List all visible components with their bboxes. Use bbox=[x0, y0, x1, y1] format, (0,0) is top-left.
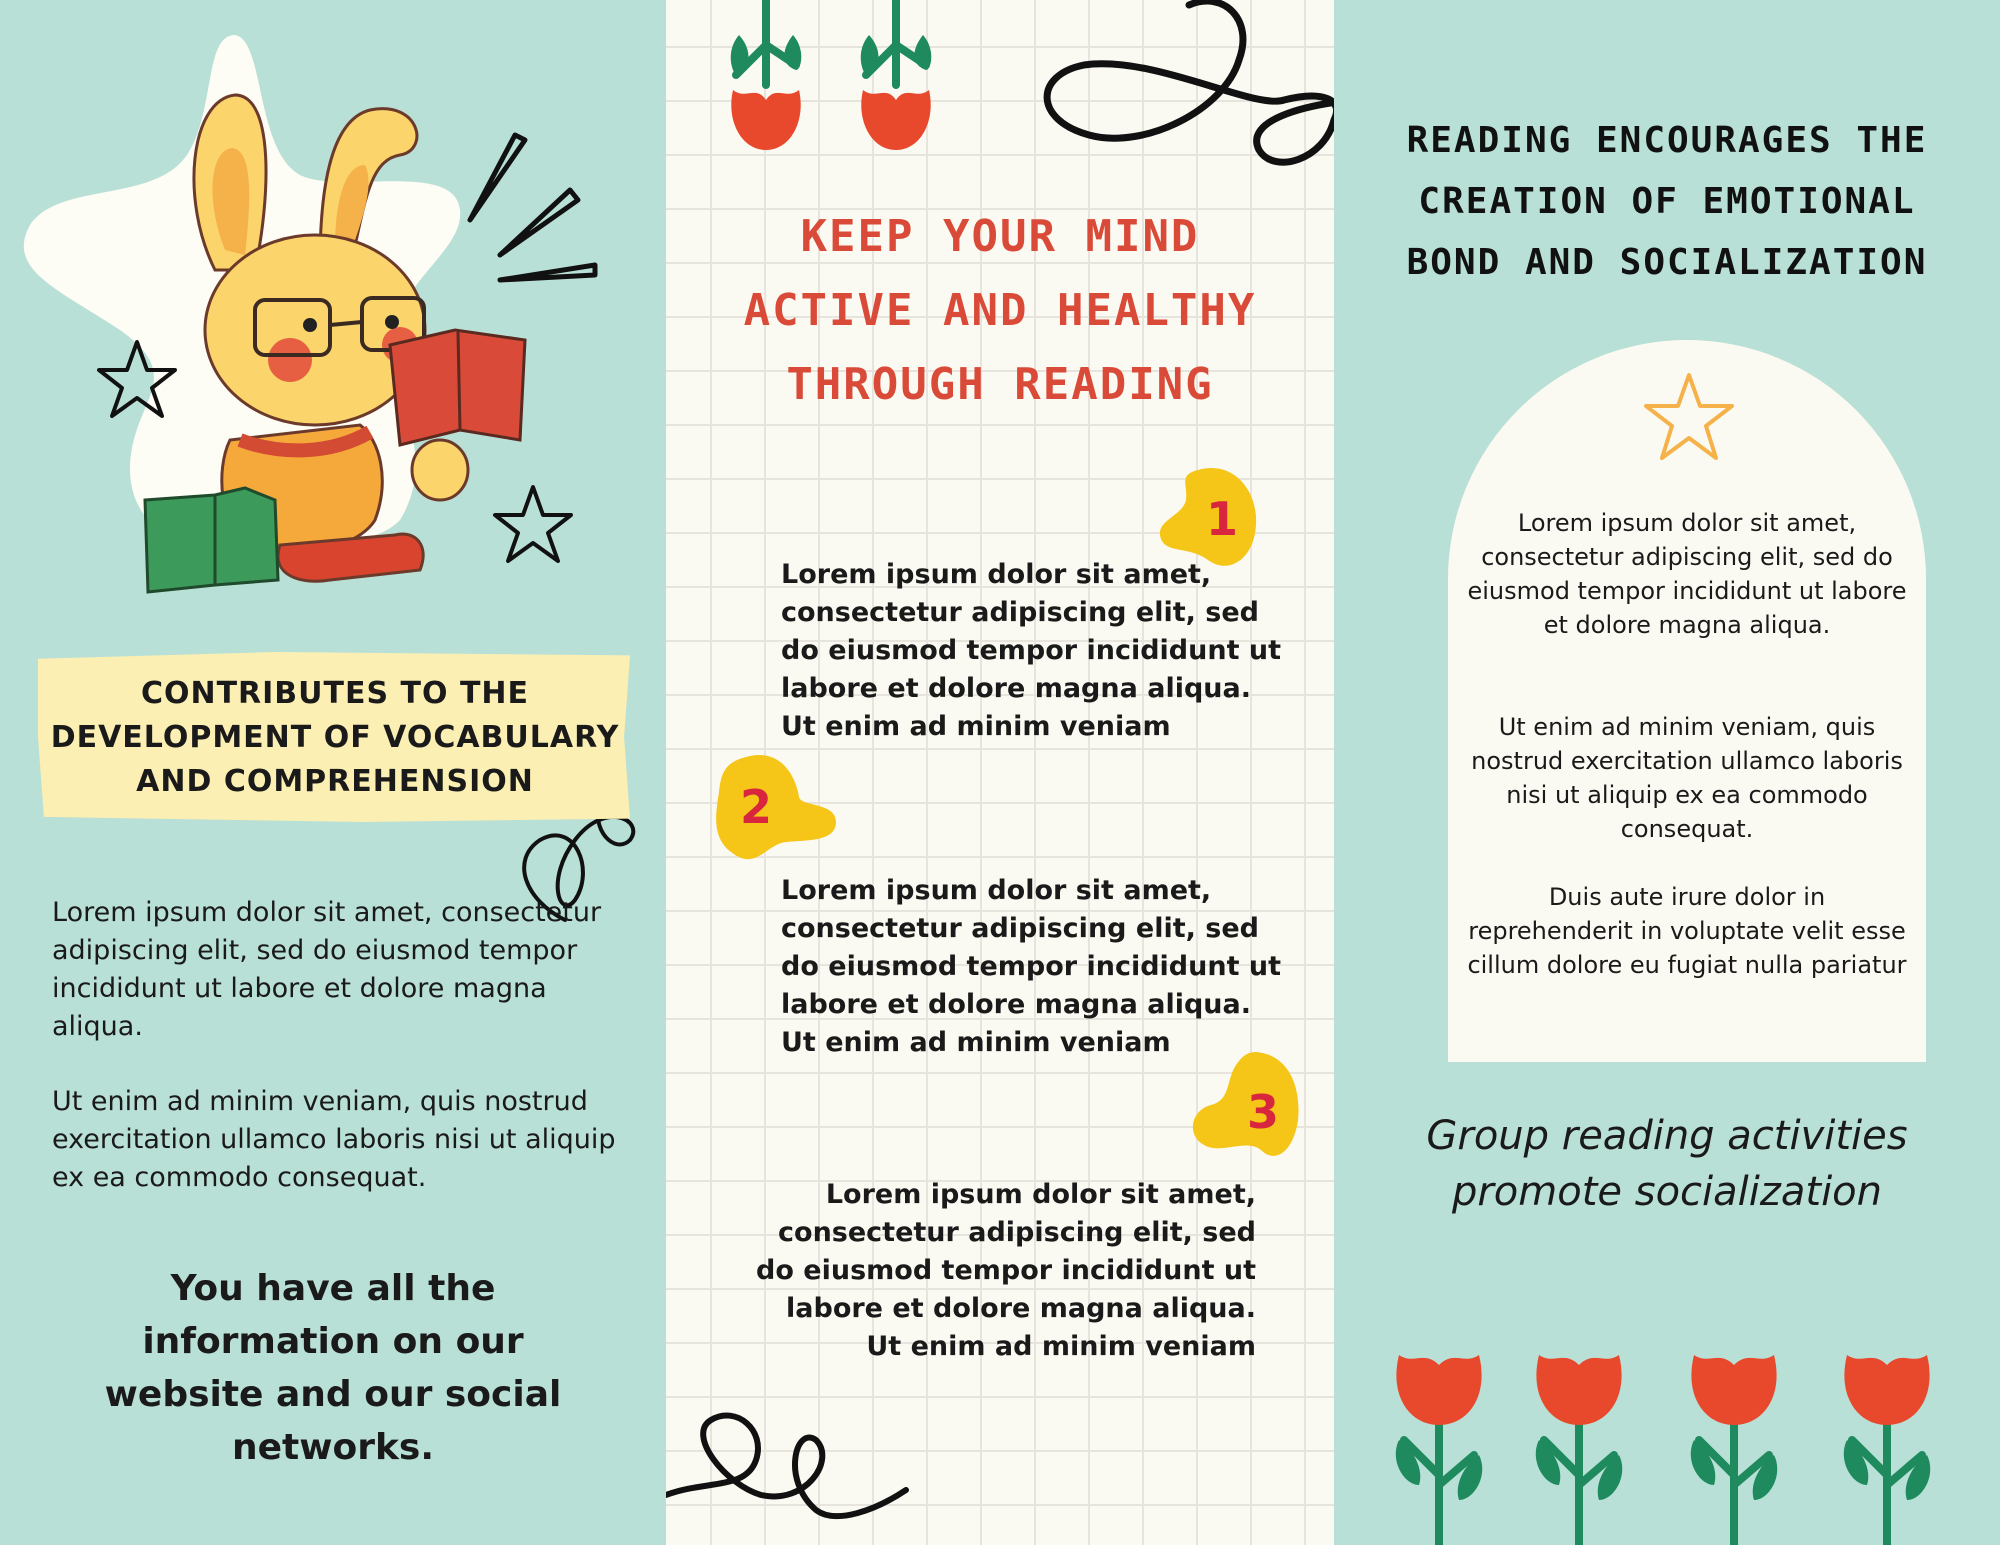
arch-paragraph-3: Duis aute irure dolor in reprehenderit i… bbox=[1467, 883, 1907, 979]
arch-paragraph-2: Ut enim ad minim veniam, quis nostrud ex… bbox=[1471, 713, 1903, 843]
squiggle-doodle-icon bbox=[666, 1412, 909, 1520]
left-paragraph-2: Ut enim ad minim veniam, quis nostrud ex… bbox=[52, 1086, 616, 1193]
tulip-icon bbox=[730, 0, 802, 150]
left-heading: CONTRIBUTES TO THE DEVELOPMENT OF VOCABU… bbox=[50, 676, 620, 799]
middle-panel: KEEP YOUR MIND ACTIVE AND HEALTHY THROUG… bbox=[666, 0, 1334, 1545]
number-label-3: 3 bbox=[1247, 1085, 1280, 1139]
number-blob-3 bbox=[1192, 1052, 1299, 1156]
tulip-icon bbox=[1395, 1355, 1483, 1545]
italic-caption: Group reading activities promote sociali… bbox=[1426, 1113, 1908, 1215]
item-1-text: Lorem ipsum dolor sit amet, consectetur … bbox=[781, 559, 1282, 742]
middle-title: KEEP YOUR MIND ACTIVE AND HEALTHY THROUG… bbox=[743, 211, 1257, 410]
left-paragraph-1: Lorem ipsum dolor sit amet, consectetur … bbox=[52, 897, 602, 1042]
star-doodle-icon bbox=[1644, 373, 1734, 460]
number-label-2: 2 bbox=[740, 780, 773, 834]
arch-paragraph-1: Lorem ipsum dolor sit amet, consectetur … bbox=[1467, 509, 1907, 639]
squiggle-doodle-icon bbox=[1043, 0, 1334, 166]
star-doodle-icon bbox=[97, 340, 177, 418]
item-3-text: Lorem ipsum dolor sit amet, consectetur … bbox=[756, 1179, 1257, 1362]
burst-lines-icon bbox=[467, 132, 598, 283]
tulip-icon bbox=[1535, 1355, 1623, 1545]
left-panel: CONTRIBUTES TO THE DEVELOPMENT OF VOCABU… bbox=[0, 0, 666, 1545]
tulip-icon bbox=[1690, 1355, 1778, 1545]
star-doodle-icon bbox=[493, 485, 573, 563]
number-blob-2 bbox=[716, 755, 836, 860]
tulip-icon bbox=[860, 0, 932, 150]
heading-highlight-box bbox=[38, 652, 630, 822]
number-label-1: 1 bbox=[1206, 492, 1239, 546]
arch-card bbox=[1448, 340, 1926, 1062]
right-title: READING ENCOURAGES THE CREATION OF EMOTI… bbox=[1406, 120, 1928, 283]
item-2-text: Lorem ipsum dolor sit amet, consectetur … bbox=[781, 875, 1282, 1058]
tulip-icon bbox=[1843, 1355, 1931, 1545]
bunny-reading-illustration bbox=[143, 93, 527, 594]
number-blob-1 bbox=[1159, 468, 1257, 566]
right-panel: READING ENCOURAGES THE CREATION OF EMOTI… bbox=[1334, 0, 2000, 1545]
left-closing-text: You have all the information on our webs… bbox=[104, 1268, 562, 1468]
